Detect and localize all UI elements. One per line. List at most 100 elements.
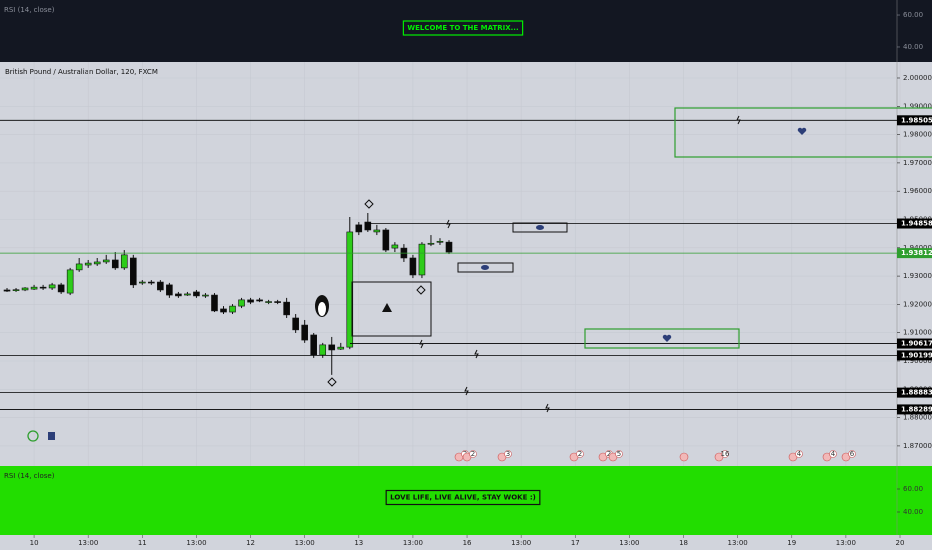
drawings [27,107,932,462]
puzzle-icon[interactable] [48,432,55,440]
x-tick-label: 20 [896,539,905,547]
price-label-bg [897,404,932,415]
event-count: 2 [471,450,475,458]
event-count: 6 [850,450,855,458]
panel-bg [0,0,932,62]
x-tick-label: 18 [679,539,688,547]
y-tick-label: 40.00 [903,43,923,51]
bolt-icon [736,115,741,125]
x-tick-label: 10 [30,539,39,547]
event-count: 4 [831,450,836,458]
price-label: 1.88883 [901,389,932,397]
candle-body [427,242,435,245]
event-badge [721,450,729,458]
y-tick-label: 1.96000 [903,187,932,195]
bolt-icon [419,339,424,349]
x-tick-label: 17 [571,539,580,547]
y-tick-label: 1.88000 [903,414,932,422]
eye-icon [536,225,544,230]
candle-body [247,299,254,303]
candle-body [193,291,200,297]
panel-title: RSI (14, close) [4,472,55,480]
price-label: 1.90199 [901,351,932,359]
candle-body [382,229,390,251]
candle-body [21,287,29,291]
zone [512,222,568,233]
heart-icon [797,127,807,135]
x-tick-label: 13:00 [619,539,639,547]
panel-title: RSI (14, close) [4,6,55,14]
candle-body [328,344,336,351]
event-badge [829,450,837,458]
candle-body [319,344,327,356]
annotation: LOVE LIFE, LIVE ALIVE, STAY WOKE :) [390,494,536,502]
y-tick-label: 1.94000 [903,244,932,252]
candle-body [418,243,426,276]
price-label-bg [897,350,932,361]
y-tick-label: 1.99000 [903,102,932,110]
bolt-icon [474,349,479,359]
event-badge [469,450,477,458]
candle-body [346,231,354,348]
candle-body [139,281,146,284]
y-tick-label: 60.00 [903,11,923,19]
candle-body [211,294,218,312]
annotation-box [402,20,524,36]
candle-body [148,281,155,284]
x-tick-label: 13:00 [728,539,748,547]
y-tick-label: 1.87000 [903,442,932,450]
price-label-bg [897,115,932,126]
chart-title: British Pound / Australian Dollar, 120, … [5,68,158,76]
event-count: 5 [617,450,621,458]
candle-body [157,281,164,291]
candle-body [265,301,272,303]
event-count: 3 [506,450,510,458]
candle-body [310,334,317,356]
candle-body [391,244,399,249]
x-tick-label: 13:00 [836,539,856,547]
price-label: 1.93812 [901,249,932,257]
bolt-icon [446,219,451,229]
candle-body [75,263,83,271]
x-tick-label: 19 [787,539,796,547]
candle-body [57,284,65,293]
price-label-bg [897,338,932,349]
heart-icon [662,334,672,342]
eye-icon [481,265,489,270]
candle-body [48,284,56,289]
candle-body [202,294,209,297]
price-label-bg [897,387,932,398]
zone [584,328,740,349]
time-axis-bg [0,535,932,550]
annotation: WELCOME TO THE MATRIX... [407,24,518,32]
candle-body [283,301,290,316]
y-tick-label: 1.98000 [903,131,932,139]
candle-body [409,257,417,276]
candle-body [129,257,137,286]
candle-body [256,299,263,302]
candle-body [111,259,119,269]
candle-body [373,229,381,233]
candle-body [93,261,101,265]
y-tick-label: 1.90000 [903,357,932,365]
panel-bg [0,62,932,466]
candle-body [184,293,191,296]
annotation-box [385,489,541,506]
smiley-icon[interactable] [27,430,39,442]
candle-body [229,305,236,313]
candle-body [337,346,345,350]
event-icon[interactable] [679,452,689,462]
y-tick-label: 1.91000 [903,329,932,337]
price-label-bg [897,218,932,229]
event-badge [576,450,584,458]
bolt-icon [545,403,550,413]
price-label: 1.98505 [901,116,932,124]
y-tick-label: 2.00000 [903,74,932,82]
x-tick-label: 11 [138,539,147,547]
candle-body [66,269,74,294]
panel-bg [0,466,932,535]
y-tick-label: 1.92000 [903,300,932,308]
y-tick-label: 40.00 [903,508,923,516]
x-tick-label: 13:00 [78,539,98,547]
x-tick-label: 12 [246,539,255,547]
